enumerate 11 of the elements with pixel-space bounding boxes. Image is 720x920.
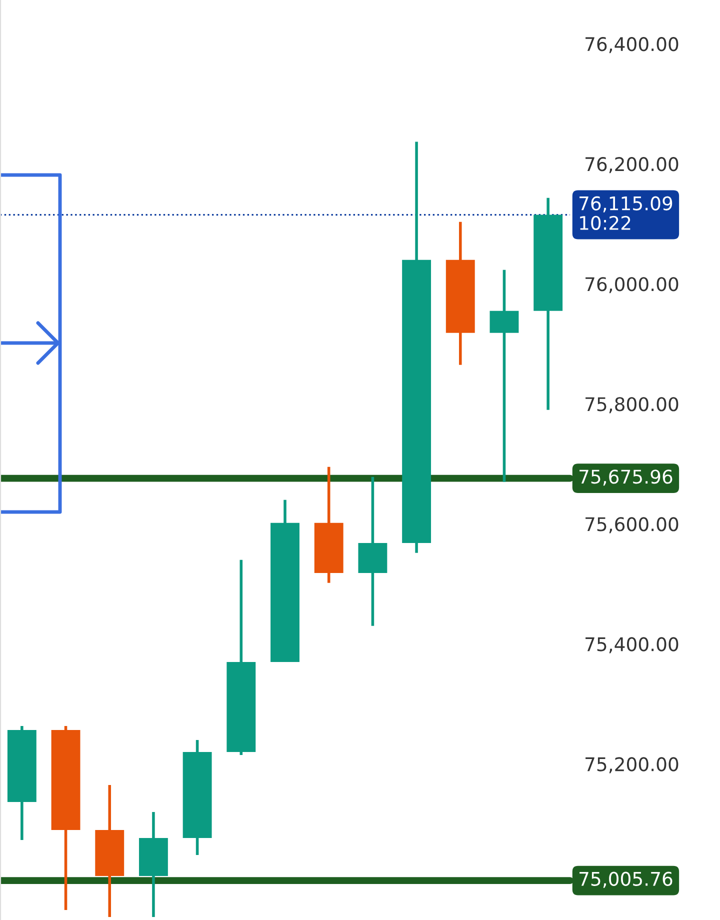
y-tick-label: 76,200.00 <box>586 157 678 174</box>
y-tick-label: 75,600.00 <box>586 517 678 534</box>
y-tick-label: 76,400.00 <box>586 37 678 54</box>
y-tick-label: 75,800.00 <box>586 397 678 414</box>
candlestick <box>490 268 519 484</box>
ref-line-label: 76,115.09 10:22 <box>580 196 672 230</box>
y-tick-label: 75,200.00 <box>586 757 678 774</box>
ref-line-label: 75,675.96 <box>580 470 672 486</box>
ref-line-label: 75,005.76 <box>580 872 672 888</box>
y-tick-label: 76,000.00 <box>586 277 678 294</box>
y-tick-label: 75,400.00 <box>586 637 678 654</box>
